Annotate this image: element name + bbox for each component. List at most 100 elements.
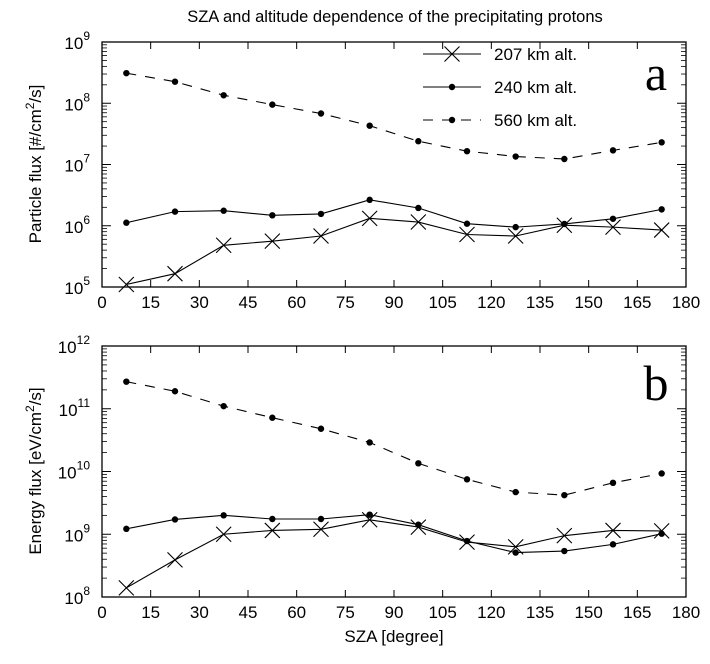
series-240-km-alt- [123, 511, 665, 556]
data-point-dot [220, 402, 227, 410]
data-point-dot [220, 512, 227, 519]
data-point-dot [123, 219, 130, 226]
panel-a: 0 15 30 45 60 75 90 105 120 135 150 165 180 105 106 107… [23, 29, 700, 312]
x-tick-label: 30 [190, 603, 209, 622]
x-tick-label: 30 [190, 293, 209, 312]
x-tick-label: 60 [287, 603, 306, 622]
data-point-dot [220, 207, 227, 214]
data-point-dot [609, 479, 617, 487]
data-point-x [215, 526, 232, 543]
data-point-dot [269, 414, 276, 421]
data-point-dot [366, 122, 373, 129]
x-tick-label: 15 [141, 293, 160, 312]
data-point-dot [171, 388, 179, 395]
x-axis-label: SZA [degree] [344, 627, 443, 646]
data-point-x [459, 226, 475, 243]
chart-title: SZA and altitude dependence of the preci… [187, 8, 603, 26]
y-tick-label: 109 [64, 521, 90, 545]
data-point-x [118, 579, 135, 596]
data-point-dot [609, 541, 617, 548]
data-point-x [215, 237, 232, 254]
data-point-x [361, 210, 378, 227]
y-tick-label: 106 [64, 213, 90, 237]
data-point-dot [415, 138, 422, 145]
series-560-km-alt- [123, 69, 665, 163]
x-tick-label: 120 [477, 293, 505, 312]
series-207-km-alt- [118, 511, 670, 596]
panel-b: 0 15 30 45 60 75 90 105 120 135 150 165 180 108 109 101… [23, 333, 700, 646]
data-point-x [118, 276, 135, 293]
data-point-dot [366, 511, 373, 518]
data-point-dot [609, 147, 617, 154]
data-point-dot [317, 515, 325, 523]
y-tick-label: 108 [64, 584, 90, 608]
data-point-dot [658, 206, 665, 213]
data-point-dot [512, 488, 519, 496]
series-line [126, 514, 662, 554]
y-tick-label: 1012 [58, 333, 91, 357]
data-point-dot [123, 69, 130, 77]
legend-marker-dot [448, 116, 456, 124]
series-line [126, 199, 662, 228]
x-tick-label: 75 [336, 293, 355, 312]
data-point-dot [512, 223, 519, 231]
series-line [126, 217, 662, 286]
series-240-km-alt- [123, 196, 665, 231]
data-point-x [605, 219, 621, 236]
data-point-dot [123, 378, 130, 385]
data-point-x [313, 521, 329, 538]
data-point-dot [463, 537, 471, 545]
x-tick-label: 120 [477, 603, 505, 622]
y-tick-label: 1011 [59, 396, 91, 420]
data-point-dot [463, 476, 471, 483]
x-tick-label: 165 [623, 293, 651, 312]
data-point-x [653, 222, 670, 238]
series-207-km-alt- [118, 210, 670, 293]
data-point-dot [658, 139, 665, 146]
x-tick-label: 180 [672, 293, 700, 312]
plot-frame [101, 41, 687, 288]
data-point-dot [512, 549, 519, 556]
x-tick-label: 60 [287, 293, 306, 312]
data-point-dot [123, 525, 130, 533]
panel-letter: b [644, 355, 669, 411]
data-point-x [605, 522, 621, 539]
y-axis-label: Particle flux [#/cm2/s] [23, 85, 45, 244]
x-tick-label: 75 [336, 603, 355, 622]
x-tick-label: 90 [385, 293, 404, 312]
x-tick-label: 0 [97, 293, 106, 312]
x-tick-label: 45 [239, 293, 258, 312]
data-point-x [556, 527, 573, 544]
series-line [126, 519, 662, 589]
y-tick-label: 1010 [58, 459, 91, 483]
data-point-dot [561, 220, 568, 228]
data-point-dot [171, 78, 179, 85]
y-axis-label: Energy flux [eV/cm2/s] [23, 387, 45, 554]
data-point-x [507, 228, 524, 244]
data-point-dot [658, 470, 665, 477]
data-point-dot [220, 92, 227, 99]
y-tick-label: 109 [64, 29, 90, 53]
data-point-dot [561, 491, 568, 499]
data-point-dot [463, 147, 471, 155]
data-point-x [167, 265, 183, 282]
legend-label: 240 km alt. [494, 78, 577, 97]
data-point-dot [415, 204, 422, 212]
plot-frame [101, 345, 687, 598]
data-point-x [313, 228, 329, 244]
panel-letter: a [645, 45, 667, 101]
panels: 0 15 30 45 60 75 90 105 120 135 150 165 180105106107… [23, 29, 700, 646]
y-tick-label: 105 [64, 274, 90, 298]
x-tick-label: 90 [385, 603, 404, 622]
x-tick-label: 135 [526, 603, 554, 622]
data-point-x [410, 214, 427, 230]
x-tick-label: 150 [574, 603, 602, 622]
x-tick-label: 150 [574, 293, 602, 312]
series-line [126, 72, 662, 160]
x-tick-label: 180 [672, 603, 700, 622]
data-point-dot [415, 460, 422, 467]
data-point-x [167, 552, 183, 568]
data-point-x [264, 522, 281, 539]
legend-marker-x [444, 46, 460, 62]
